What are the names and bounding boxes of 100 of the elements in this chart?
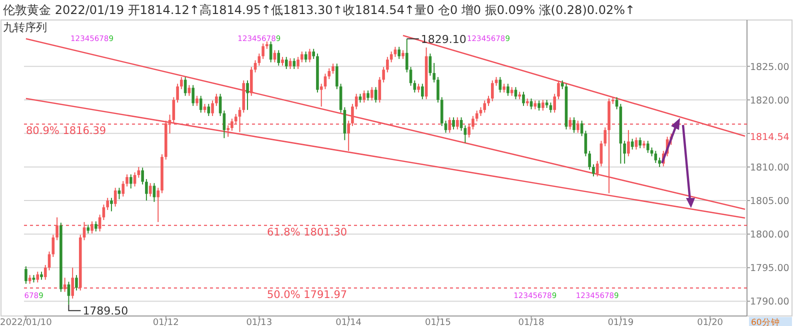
x-tick-label: 01/20	[697, 318, 724, 326]
candlestick	[110, 197, 113, 212]
candlestick	[184, 76, 187, 96]
candlestick	[126, 174, 128, 187]
candlestick	[199, 95, 202, 114]
candlestick	[413, 80, 416, 93]
candlestick	[24, 266, 28, 284]
candlestick	[75, 274, 78, 291]
candlestick	[553, 93, 556, 114]
candlestick	[48, 251, 51, 271]
candlestick	[145, 178, 148, 202]
candlestick	[627, 130, 630, 157]
candlestick	[246, 80, 249, 110]
candlestick	[382, 66, 385, 83]
candlestick	[67, 281, 70, 306]
chart-title: 伦敦黄金 2022/01/19 开1814.12↑高1814.95↑低1813.30↑收1814.54↑量0 仓0 增0 振0.09% 涨(0.28)0.02%↑	[3, 3, 636, 17]
ref-line-label: 80.9% 1816.39	[26, 125, 106, 138]
candlestick	[207, 103, 210, 116]
candlestick	[436, 76, 440, 104]
candlestick	[623, 140, 626, 164]
candlestick	[432, 62, 436, 83]
candlestick	[258, 53, 261, 66]
candlestick	[572, 116, 576, 134]
y-tick-label: 1810.00	[750, 162, 790, 174]
text: 1814.54	[750, 132, 790, 144]
y-tick-label: 1800.00	[750, 230, 790, 241]
x-tick-label: 2022/01/10	[0, 318, 52, 326]
candlestick	[428, 53, 432, 76]
candlestick	[320, 83, 323, 108]
candlestick	[440, 96, 444, 127]
candlestick	[506, 83, 510, 96]
candlestick	[129, 174, 132, 189]
y-tick-label: 1825.00	[750, 62, 790, 73]
candlestick	[336, 63, 338, 90]
candlestick	[549, 102, 552, 114]
candlestick	[409, 66, 412, 86]
candlestick	[292, 58, 296, 70]
candlestick	[634, 136, 638, 150]
candlestick	[94, 220, 98, 232]
candlestick	[300, 51, 304, 63]
candlestick	[604, 126, 607, 147]
chart-subtitle: 九转序列	[3, 21, 47, 34]
candlestick	[456, 116, 459, 130]
candlestick	[114, 187, 117, 208]
candlestick	[542, 99, 544, 112]
x-tick-label: 01/19	[608, 318, 634, 326]
candlestick	[490, 80, 494, 102]
x-tick-label: 01/13	[246, 318, 272, 326]
candlestick	[277, 50, 280, 66]
candlestick	[588, 150, 591, 170]
candlestick	[366, 90, 370, 102]
candlestick	[630, 138, 634, 150]
candlestick	[196, 95, 198, 106]
x-tick-label: 01/18	[518, 318, 545, 326]
candlestick	[118, 187, 121, 200]
candlestick	[538, 100, 540, 112]
candlestick	[522, 91, 525, 106]
candlestick	[218, 93, 222, 116]
candlestick	[192, 84, 194, 106]
candlestick	[288, 58, 292, 70]
x-tick-label: 01/15	[425, 318, 451, 326]
candlestick	[141, 167, 144, 185]
y-tick-label: 1820.00	[750, 95, 790, 106]
candlestick	[405, 38, 408, 73]
candlestick	[332, 63, 334, 74]
candlestick	[269, 40, 272, 63]
candlestick	[390, 51, 393, 63]
candlestick	[487, 95, 490, 106]
text: 60分钟	[751, 317, 780, 326]
candlestick	[180, 76, 183, 90]
candlestick	[638, 136, 642, 149]
candlestick	[654, 150, 658, 164]
candlestick	[398, 46, 401, 60]
candlestick	[296, 56, 300, 70]
x-tick-label: 01/12	[152, 318, 179, 326]
candlestick	[557, 80, 560, 100]
candlestick	[592, 164, 595, 177]
y-tick-label: 1805.00	[750, 196, 790, 208]
candlestick	[421, 83, 424, 100]
annotation: 1829.10	[420, 32, 466, 46]
x-tick-label: 01/14	[336, 318, 362, 326]
candlestick	[44, 264, 47, 280]
candlestick	[312, 48, 315, 60]
candlestick	[211, 100, 214, 116]
candlestick	[498, 76, 502, 93]
candlestick	[250, 66, 253, 96]
ref-line-label: 50.0% 1791.97	[266, 289, 348, 302]
y-tick-label: 1790.00	[750, 296, 790, 308]
candlestick	[176, 83, 179, 104]
candlestick	[378, 76, 382, 104]
annotation: 1789.50	[82, 304, 128, 318]
candlestick	[156, 187, 160, 223]
candlestick	[106, 197, 109, 210]
candlestick	[464, 124, 467, 144]
ref-line-label: 61.8% 1801.30	[266, 226, 348, 238]
candlestick	[646, 140, 650, 154]
candlestick	[530, 98, 533, 110]
candlestick	[370, 86, 374, 102]
candlestick	[36, 271, 40, 283]
candlestick	[658, 157, 661, 168]
